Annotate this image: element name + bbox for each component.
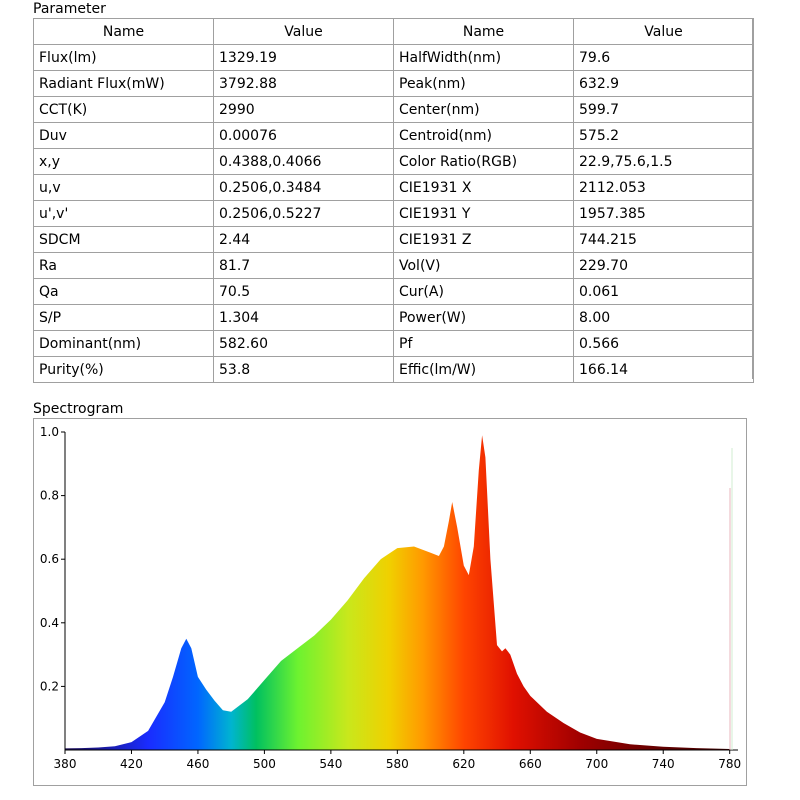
name-cell: Dominant(nm) (33, 330, 214, 357)
name-cell: Color Ratio(RGB) (393, 148, 574, 175)
spectrogram-title: Spectrogram (33, 401, 124, 417)
name-cell: Power(W) (393, 304, 574, 331)
parameter-title: Parameter (33, 1, 106, 17)
x-tick-label: 740 (652, 757, 675, 771)
value-cell: 8.00 (573, 304, 754, 331)
y-tick-label: 0.2 (40, 679, 59, 693)
plot-layer: 0.2 0.4 0.6 0.8 1.0 380 420 460 500 540 580 620 660 7… (40, 425, 741, 771)
x-tick-label: 380 (54, 757, 77, 771)
value-cell: 744.215 (573, 226, 754, 253)
x-tick-label: 420 (120, 757, 143, 771)
value-cell: 229.70 (573, 252, 754, 279)
table-header-row: Name Value Name Value (33, 18, 754, 45)
value-cell: 70.5 (213, 278, 394, 305)
table-row: x,y 0.4388,0.4066 Color Ratio(RGB) 22.9,75.… (33, 148, 754, 175)
value-cell: 2112.053 (573, 174, 754, 201)
name-cell: CIE1931 X (393, 174, 574, 201)
value-cell: 0.566 (573, 330, 754, 357)
spectrogram-chart: 0.2 0.4 0.6 0.8 1.0 380 420 460 500 540 580 620 660 7… (40, 425, 741, 771)
value-cell: 1329.19 (213, 44, 394, 71)
table-row: SDCM 2.44 CIE1931 Z 744.215 (33, 226, 754, 253)
name-cell: Pf (393, 330, 574, 357)
table-row: Dominant(nm) 582.60 Pf 0.566 (33, 330, 754, 357)
table-row: Flux(lm) 1329.19 HalfWidth(nm) 79.6 (33, 44, 754, 71)
value-cell: 2.44 (213, 226, 394, 253)
spectrum-area (65, 435, 730, 750)
value-cell: 81.7 (213, 252, 394, 279)
name-cell: Vol(V) (393, 252, 574, 279)
x-tick-label: 620 (452, 757, 475, 771)
value-cell: 79.6 (573, 44, 754, 71)
name-cell: Centroid(nm) (393, 122, 574, 149)
name-cell: Duv (33, 122, 214, 149)
name-cell: Flux(lm) (33, 44, 214, 71)
x-tick-label: 580 (386, 757, 409, 771)
value-cell: 0.00076 (213, 122, 394, 149)
value-cell: 166.14 (573, 356, 754, 383)
name-cell: Center(nm) (393, 96, 574, 123)
value-cell: 53.8 (213, 356, 394, 383)
y-tick-label: 0.4 (40, 616, 59, 630)
table-row: S/P 1.304 Power(W) 8.00 (33, 304, 754, 331)
table-right-edge (752, 18, 753, 379)
x-tick-label: 660 (519, 757, 542, 771)
y-tick-label: 0.6 (40, 552, 59, 566)
y-tick-label: 1.0 (40, 425, 59, 439)
value-cell: 582.60 (213, 330, 394, 357)
x-tick-label: 700 (585, 757, 608, 771)
value-cell: 0.061 (573, 278, 754, 305)
header-name-1[interactable]: Name (33, 18, 214, 45)
value-cell: 0.2506,0.3484 (213, 174, 394, 201)
table-row: Duv 0.00076 Centroid(nm) 575.2 (33, 122, 754, 149)
name-cell: Ra (33, 252, 214, 279)
chart-frame (33, 418, 747, 786)
name-cell: Peak(nm) (393, 70, 574, 97)
value-cell: 1957.385 (573, 200, 754, 227)
name-cell: x,y (33, 148, 214, 175)
x-tick-label: 500 (253, 757, 276, 771)
value-cell: 2990 (213, 96, 394, 123)
x-tick-label: 780 (718, 757, 741, 771)
table-row: Purity(%) 53.8 Effic(lm/W) 166.14 (33, 356, 754, 383)
name-cell: SDCM (33, 226, 214, 253)
name-cell: Qa (33, 278, 214, 305)
value-cell: 3792.88 (213, 70, 394, 97)
table-row: Qa 70.5 Cur(A) 0.061 (33, 278, 754, 305)
value-cell: 0.4388,0.4066 (213, 148, 394, 175)
name-cell: CIE1931 Z (393, 226, 574, 253)
table-row: CCT(K) 2990 Center(nm) 599.7 (33, 96, 754, 123)
name-cell: u,v (33, 174, 214, 201)
name-cell: S/P (33, 304, 214, 331)
header-name-2[interactable]: Name (393, 18, 574, 45)
name-cell: u',v' (33, 200, 214, 227)
value-cell: 1.304 (213, 304, 394, 331)
name-cell: Cur(A) (393, 278, 574, 305)
name-cell: Radiant Flux(mW) (33, 70, 214, 97)
table-row: Radiant Flux(mW) 3792.88 Peak(nm) 632.9 (33, 70, 754, 97)
value-cell: 632.9 (573, 70, 754, 97)
name-cell: Purity(%) (33, 356, 214, 383)
x-tick-label: 460 (186, 757, 209, 771)
y-tick-label: 0.8 (40, 489, 59, 503)
value-cell: 22.9,75.6,1.5 (573, 148, 754, 175)
value-cell: 575.2 (573, 122, 754, 149)
name-cell: CIE1931 Y (393, 200, 574, 227)
header-value-1[interactable]: Value (213, 18, 394, 45)
name-cell: HalfWidth(nm) (393, 44, 574, 71)
x-tick-label: 540 (319, 757, 342, 771)
header-value-2[interactable]: Value (573, 18, 754, 45)
value-cell: 599.7 (573, 96, 754, 123)
name-cell: CCT(K) (33, 96, 214, 123)
table-row: u,v 0.2506,0.3484 CIE1931 X 2112.053 (33, 174, 754, 201)
value-cell: 0.2506,0.5227 (213, 200, 394, 227)
table-row: Ra 81.7 Vol(V) 229.70 (33, 252, 754, 279)
table-row: u',v' 0.2506,0.5227 CIE1931 Y 1957.385 (33, 200, 754, 227)
name-cell: Effic(lm/W) (393, 356, 574, 383)
parameter-table: Name Value Name Value Flux(lm) 1329.19 Hal… (33, 18, 754, 383)
